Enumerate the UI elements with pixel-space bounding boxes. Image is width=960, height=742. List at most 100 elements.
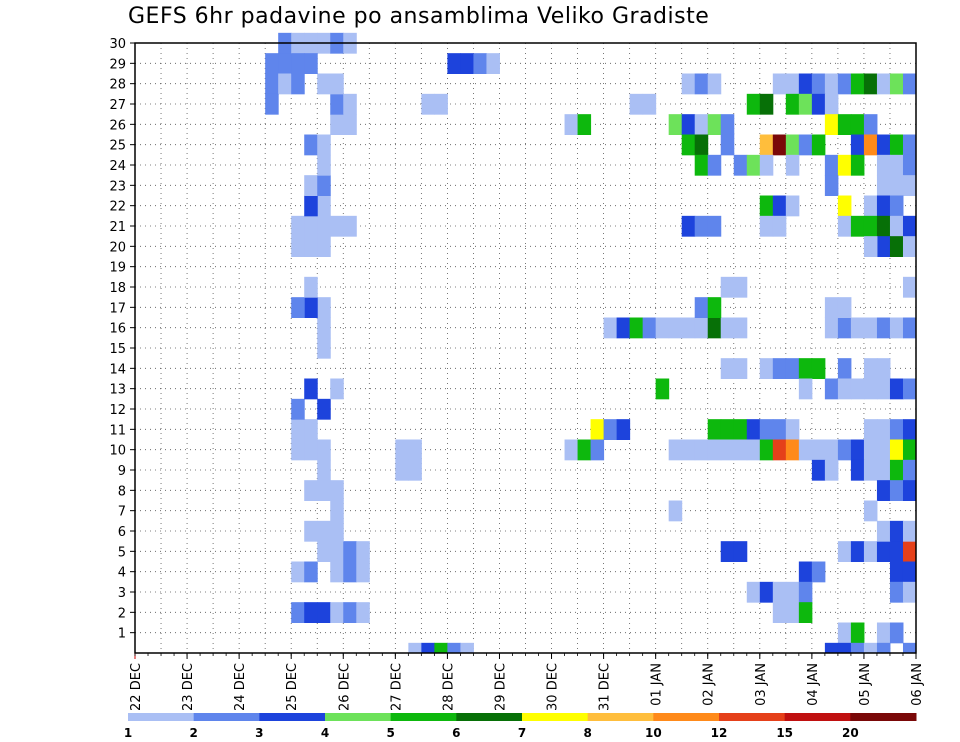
precip-cell xyxy=(577,114,592,135)
precip-cell xyxy=(356,602,370,623)
precip-cell xyxy=(889,236,904,257)
colorbar-segment xyxy=(456,713,523,721)
precip-cell xyxy=(902,561,917,583)
precip-cell xyxy=(837,195,852,217)
precip-cell xyxy=(902,134,917,156)
y-tick-label: 27 xyxy=(109,98,126,113)
precip-cell xyxy=(330,520,344,542)
precip-cell xyxy=(850,114,865,135)
precip-cell xyxy=(694,114,709,135)
precip-cell xyxy=(889,520,904,542)
precip-cell xyxy=(811,73,826,95)
precip-cell xyxy=(746,439,761,461)
precip-cell xyxy=(707,297,722,318)
precip-cell xyxy=(837,622,852,644)
precip-cell xyxy=(720,134,735,156)
precip-cell xyxy=(772,195,787,217)
precip-cell xyxy=(876,459,891,481)
precip-cell xyxy=(798,73,813,95)
precip-cell xyxy=(291,73,305,95)
precip-cell xyxy=(759,93,774,115)
precip-cell xyxy=(837,73,852,95)
precip-cell xyxy=(720,114,735,135)
precip-cell xyxy=(785,73,800,95)
precip-cell xyxy=(291,398,305,420)
y-tick-label: 9 xyxy=(118,464,126,479)
x-tick-label: 24 DEC xyxy=(233,663,248,711)
precip-cell xyxy=(694,215,709,237)
precip-cell xyxy=(733,358,748,379)
precip-cell xyxy=(317,520,331,542)
precip-cell xyxy=(694,134,709,156)
precip-cell xyxy=(876,541,891,562)
x-tick-label: 26 DEC xyxy=(337,663,352,711)
colorbar-label: 10 xyxy=(645,726,662,740)
precip-cell xyxy=(304,419,318,440)
precip-cell xyxy=(330,561,344,583)
precip-cell xyxy=(889,134,904,156)
precip-cell xyxy=(265,93,279,115)
precip-cell xyxy=(681,317,696,339)
y-tick-label: 16 xyxy=(109,322,126,337)
precip-cell xyxy=(655,317,670,339)
precip-cell xyxy=(733,154,748,176)
precip-cell xyxy=(798,602,813,623)
x-tick-label: 05 JAN xyxy=(858,663,873,706)
precip-cell xyxy=(681,439,696,461)
y-tick-label: 5 xyxy=(118,545,126,560)
precip-cell xyxy=(889,480,904,501)
precip-cell xyxy=(902,459,917,481)
precip-cell xyxy=(304,480,318,501)
precip-cell xyxy=(590,439,605,461)
precip-cell xyxy=(733,439,748,461)
x-tick-label: 31 DEC xyxy=(598,663,613,711)
precip-cell xyxy=(824,439,839,461)
precip-cell xyxy=(668,317,683,339)
precip-cell xyxy=(902,73,917,95)
y-tick-label: 12 xyxy=(109,403,126,418)
precip-cell xyxy=(707,317,722,339)
precip-cell xyxy=(889,73,904,95)
precip-cell xyxy=(902,642,917,654)
precip-cell xyxy=(317,602,331,623)
precip-cell xyxy=(772,419,787,440)
precip-cell xyxy=(902,317,917,339)
precip-cell xyxy=(889,622,904,644)
precip-cell xyxy=(655,378,670,400)
precip-cell xyxy=(902,541,917,562)
precip-cell xyxy=(837,215,852,237)
precip-cell xyxy=(889,317,904,339)
precip-cell xyxy=(304,276,318,298)
colorbar-segment xyxy=(390,713,457,721)
precip-cell xyxy=(707,215,722,237)
precip-cell xyxy=(642,93,657,115)
precip-cell xyxy=(603,419,618,440)
precip-cell xyxy=(876,358,891,379)
precip-cell xyxy=(681,134,696,156)
precip-cell xyxy=(356,541,370,562)
precip-cell xyxy=(694,439,709,461)
precip-cell xyxy=(902,378,917,400)
precip-cell xyxy=(304,378,318,400)
precip-cell xyxy=(681,215,696,237)
precip-cell xyxy=(772,602,787,623)
precip-cell xyxy=(434,642,448,654)
precip-cell xyxy=(863,642,878,654)
x-tick-label: 04 JAN xyxy=(806,663,821,706)
precip-cell xyxy=(668,114,683,135)
precip-cell xyxy=(395,459,409,481)
x-tick-label: 25 DEC xyxy=(285,663,300,711)
precip-cell xyxy=(863,439,878,461)
precip-cell xyxy=(330,215,344,237)
precip-cell xyxy=(824,154,839,176)
colorbar-label: 7 xyxy=(518,726,526,740)
precip-cell xyxy=(876,622,891,644)
precip-cell xyxy=(863,114,878,135)
precip-cell xyxy=(304,297,318,318)
precip-cell xyxy=(460,53,474,74)
precip-cell xyxy=(291,439,305,461)
precip-cell xyxy=(304,561,318,583)
precip-cell xyxy=(317,337,331,359)
precip-cell xyxy=(863,459,878,481)
precip-cell xyxy=(304,520,318,542)
